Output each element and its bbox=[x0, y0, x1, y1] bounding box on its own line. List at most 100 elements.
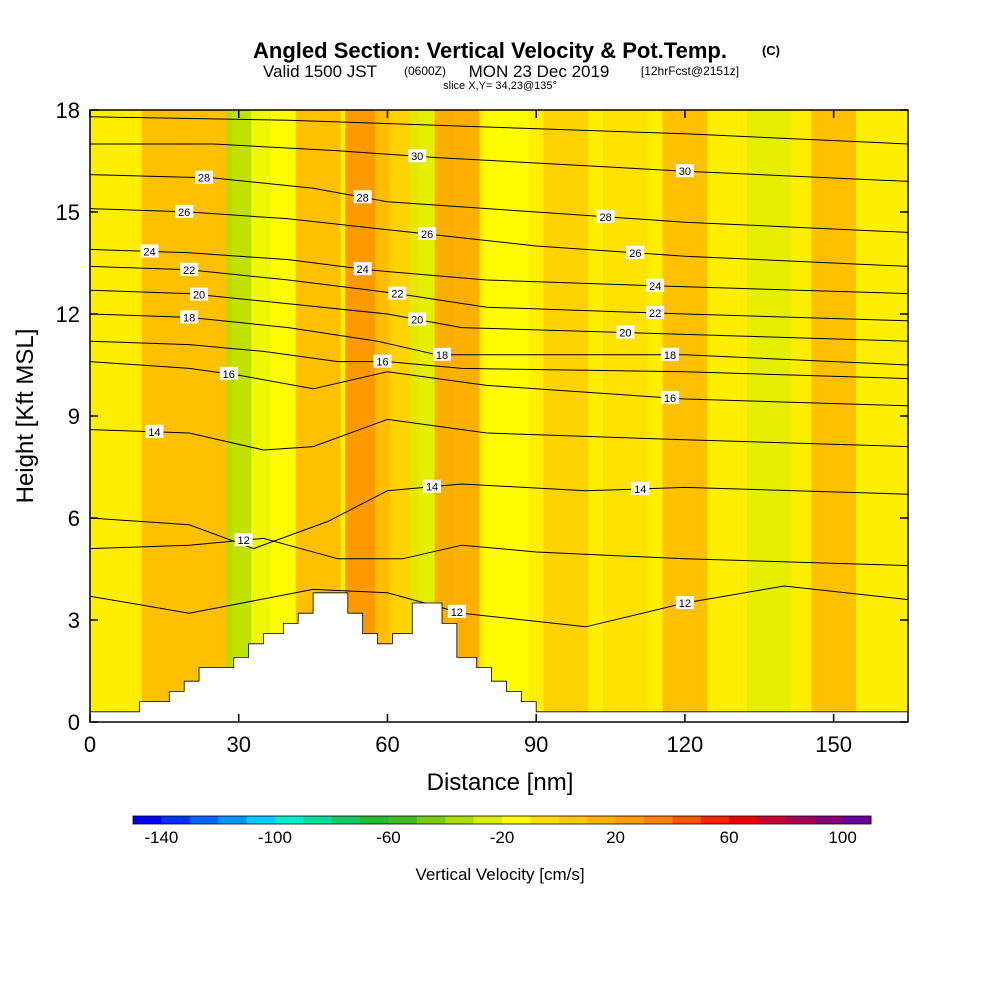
theta-contour bbox=[90, 537, 908, 567]
theta-contour bbox=[90, 143, 908, 182]
y-tick-label: 12 bbox=[56, 302, 80, 327]
x-tick-label: 120 bbox=[667, 732, 704, 757]
valid-date: MON 23 Dec 2019 bbox=[469, 62, 610, 81]
colorbar-frame bbox=[132, 815, 872, 825]
x-tick-label: 150 bbox=[815, 732, 852, 757]
theta-contour bbox=[90, 418, 908, 451]
contour-label: 16 bbox=[223, 369, 235, 381]
x-axis-label: Distance [nm] bbox=[427, 769, 574, 796]
contour-label: 24 bbox=[357, 264, 369, 276]
velocity-band bbox=[484, 110, 529, 722]
contour-label: 26 bbox=[178, 207, 190, 219]
contour-label: 22 bbox=[649, 308, 661, 320]
velocity-band bbox=[186, 110, 232, 722]
colorbar-tick-label: -60 bbox=[376, 828, 401, 847]
contour-label-bg bbox=[408, 312, 427, 326]
colorbar-tick-label: -20 bbox=[490, 828, 515, 847]
colorbar-swatch bbox=[700, 816, 730, 824]
contour-label: 18 bbox=[664, 350, 676, 362]
colorbar bbox=[132, 815, 872, 825]
theta-contour bbox=[90, 340, 908, 380]
chart-title: Angled Section: Vertical Velocity & Pot.… bbox=[253, 38, 727, 63]
colorbar-swatch bbox=[388, 816, 418, 824]
contour-label: 20 bbox=[193, 290, 205, 302]
contour-label-bg bbox=[616, 325, 635, 339]
slice-info: slice X,Y= 34,23@135° bbox=[443, 80, 557, 92]
contour-label-bg bbox=[675, 596, 694, 609]
contour-label-bg bbox=[180, 262, 199, 276]
contour-label: 30 bbox=[411, 151, 423, 163]
velocity-band bbox=[251, 110, 296, 722]
contour-label: 24 bbox=[649, 281, 661, 293]
y-tick-label: 6 bbox=[68, 506, 80, 531]
contour-label: 18 bbox=[436, 350, 448, 362]
contour-label-bg bbox=[447, 604, 466, 618]
colorbar-swatch bbox=[672, 816, 702, 824]
contour-label-bg bbox=[661, 347, 680, 361]
colorbar-tick-label: -100 bbox=[258, 828, 292, 847]
colorbar-swatch bbox=[530, 816, 560, 824]
theta-contour bbox=[90, 289, 908, 342]
theta-contour bbox=[90, 174, 908, 233]
contour-label: 28 bbox=[357, 192, 369, 204]
colorbar-swatch bbox=[502, 816, 531, 824]
contour-label: 22 bbox=[391, 289, 403, 301]
colorbar-tick-label: 100 bbox=[828, 828, 856, 847]
contour-label-bg bbox=[432, 347, 451, 361]
x-tick-label: 60 bbox=[375, 732, 399, 757]
plot-area: 12 12 12 14 14 14 16 16 16 18 18 18 20 20 20 22 22 22 24 24… bbox=[90, 110, 908, 722]
velocity-band bbox=[543, 110, 589, 722]
contour-label-bg bbox=[596, 209, 615, 223]
y-axis-label: Height [Kft MSL] bbox=[12, 329, 39, 504]
contour-label: 12 bbox=[238, 535, 250, 547]
contour-label: 14 bbox=[634, 484, 646, 496]
colorbar-swatch bbox=[615, 816, 645, 824]
colorbar-tick-label: -140 bbox=[144, 828, 178, 847]
colorbar-swatch bbox=[785, 816, 815, 824]
contour-label: 18 bbox=[183, 312, 195, 324]
velocity-band bbox=[746, 110, 792, 722]
contour-label-bg bbox=[418, 227, 437, 241]
velocity-band bbox=[142, 110, 187, 722]
contour-label: 12 bbox=[451, 607, 463, 619]
colorbar-ticks: -140 -100 -60 -20 20 60 100 bbox=[144, 828, 856, 847]
colorbar-swatch bbox=[274, 816, 304, 824]
colorbar-swatch bbox=[558, 816, 588, 824]
colorbar-tick-label: 60 bbox=[720, 828, 739, 847]
y-axis: 0 3 6 9 12 15 18 bbox=[56, 98, 908, 735]
colorbar-swatch bbox=[360, 816, 389, 824]
contour-label: 24 bbox=[143, 246, 155, 258]
colorbar-swatch bbox=[842, 816, 872, 824]
valid-time: Valid 1500 JST bbox=[263, 62, 377, 81]
contour-label-bg bbox=[626, 245, 645, 259]
colorbar-swatch bbox=[445, 816, 475, 824]
x-tick-label: 0 bbox=[84, 732, 96, 757]
contour-label-bg bbox=[646, 305, 665, 319]
colorbar-swatch bbox=[189, 816, 219, 824]
colorbar-swatch bbox=[473, 816, 503, 824]
velocity-shading bbox=[142, 110, 856, 722]
colorbar-label: Vertical Velocity [cm/s] bbox=[415, 865, 584, 884]
velocity-band bbox=[811, 110, 856, 722]
contour-label: 20 bbox=[619, 328, 631, 340]
contour-label-bg bbox=[145, 424, 164, 438]
x-tick-label: 30 bbox=[226, 732, 250, 757]
x-tick-label: 90 bbox=[524, 732, 548, 757]
contour-label-bg bbox=[388, 286, 407, 300]
contour-label-bg bbox=[631, 481, 650, 495]
colorbar-swatch bbox=[133, 816, 162, 824]
contour-label-bg bbox=[234, 533, 253, 547]
contour-label-bg bbox=[353, 190, 372, 204]
contour-label: 28 bbox=[198, 173, 210, 185]
contour-label: 20 bbox=[411, 314, 423, 326]
velocity-band bbox=[603, 110, 648, 722]
colorbar-swatch bbox=[587, 816, 617, 824]
terrain-profile bbox=[90, 592, 908, 722]
contour-label-bg bbox=[661, 390, 680, 404]
chart-title-tag: (C) bbox=[762, 43, 780, 58]
y-tick-label: 18 bbox=[56, 98, 80, 123]
contour-label: 16 bbox=[376, 357, 388, 369]
contour-label-bg bbox=[675, 164, 694, 178]
forecast-info: [12hrFcst@2151z] bbox=[641, 64, 739, 78]
